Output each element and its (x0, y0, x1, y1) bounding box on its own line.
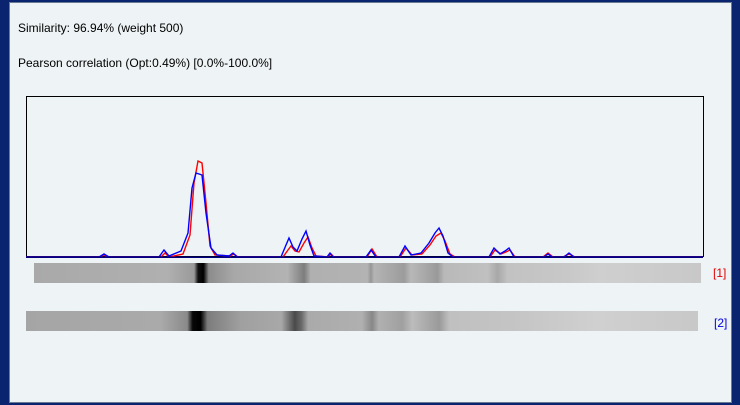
lane-image (34, 263, 701, 283)
lane-label: [1] (713, 266, 726, 280)
window: Similarity: 96.94% (weight 500) Pearson … (9, 2, 732, 403)
similarity-text: Similarity: 96.94% (weight 500) (18, 21, 183, 35)
profile-plot (26, 96, 704, 258)
lane-image (26, 311, 698, 331)
correlation-text: Pearson correlation (Opt:0.49%) [0.0%-10… (18, 56, 272, 70)
lane-label: [2] (714, 316, 727, 330)
screen: Similarity: 96.94% (weight 500) Pearson … (0, 0, 740, 405)
plot-frame (27, 97, 704, 257)
